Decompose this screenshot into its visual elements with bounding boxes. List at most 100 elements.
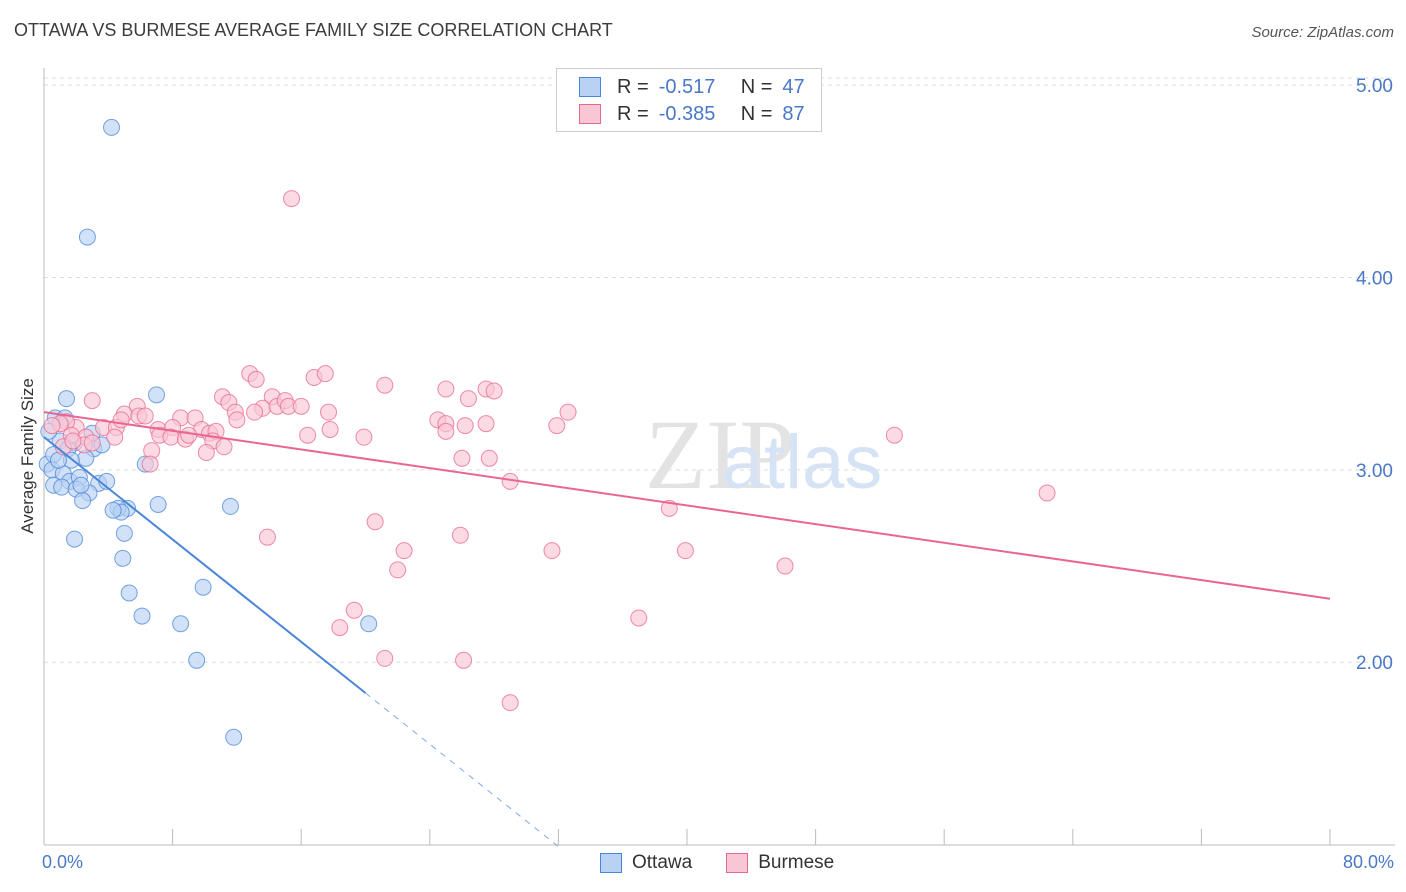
point-ottawa [172, 615, 190, 633]
series-legend-burmese[interactable]: Burmese [726, 852, 834, 874]
x-axis-min-label: 0.0% [42, 852, 84, 872]
series-legend: Ottawa Burmese [600, 852, 868, 874]
point-burmese [630, 609, 648, 627]
series-legend-ottawa[interactable]: Ottawa [600, 852, 692, 874]
legend-swatch-ottawa [579, 77, 601, 97]
point-burmese [548, 417, 566, 435]
point-burmese [453, 449, 471, 467]
point-burmese [292, 397, 310, 415]
point-burmese [136, 407, 154, 425]
point-burmese [376, 649, 394, 667]
point-ottawa [148, 386, 166, 404]
y-tick-labels: 2.00 3.00 4.00 5.00 [1356, 76, 1393, 674]
point-burmese [395, 542, 413, 560]
chart-title: OTTAWA VS BURMESE AVERAGE FAMILY SIZE CO… [14, 20, 613, 40]
point-burmese [1038, 484, 1056, 502]
series-swatch-ottawa [600, 853, 622, 873]
point-ottawa [188, 651, 206, 669]
point-burmese [355, 428, 373, 446]
y-tick-label: 5.00 [1356, 76, 1393, 97]
point-ottawa [360, 615, 378, 633]
legend-n-value-burmese: 87 [782, 102, 805, 125]
point-burmese [299, 426, 317, 444]
correlation-legend: R = -0.517 N = 47 R = -0.385 N = 87 [556, 68, 822, 132]
point-ottawa [149, 495, 167, 513]
trend-lines [43, 411, 1331, 847]
point-burmese [215, 438, 233, 456]
point-ottawa [133, 607, 151, 625]
legend-swatch-burmese [579, 104, 601, 124]
legend-r-label: R = [617, 102, 649, 125]
point-burmese [180, 426, 198, 444]
point-burmese [559, 403, 577, 421]
legend-n-label: N = [740, 102, 773, 125]
point-burmese [485, 382, 503, 400]
trend-line-burmese [43, 411, 1331, 600]
point-burmese [320, 403, 338, 421]
point-ottawa [72, 476, 90, 494]
point-ottawa [58, 390, 76, 408]
legend-r-label: R = [617, 75, 649, 98]
x-axis-max-label: 80.0% [1342, 852, 1394, 872]
point-ottawa [66, 530, 84, 548]
point-burmese [141, 455, 159, 473]
point-burmese [776, 557, 794, 575]
point-ottawa [53, 478, 71, 496]
y-tick-label: 2.00 [1356, 653, 1393, 674]
point-burmese [83, 392, 101, 410]
point-burmese [197, 444, 215, 462]
point-burmese [437, 422, 455, 440]
point-burmese [456, 417, 474, 435]
point-burmese [228, 411, 246, 429]
point-ottawa [194, 578, 212, 596]
point-burmese [112, 411, 130, 429]
legend-n-value-ottawa: 47 [782, 75, 805, 98]
point-burmese [106, 428, 124, 446]
y-tick-label: 4.00 [1356, 268, 1393, 289]
point-burmese [477, 415, 495, 433]
legend-row-burmese: R = -0.385 N = 87 [579, 100, 805, 128]
point-ottawa [115, 524, 133, 542]
point-ottawa [103, 118, 121, 136]
point-ottawa [225, 728, 243, 746]
point-burmese [376, 376, 394, 394]
trend-line-ottawa [43, 436, 367, 694]
series-label-burmese: Burmese [758, 852, 835, 873]
point-burmese [331, 619, 349, 637]
point-burmese [247, 370, 265, 388]
point-burmese [258, 528, 276, 546]
point-burmese [83, 434, 101, 452]
legend-r-value-ottawa: -0.517 [658, 75, 716, 98]
point-burmese [64, 432, 82, 450]
point-burmese [389, 561, 407, 579]
point-ottawa [104, 501, 122, 519]
trend-extension-ottawa [365, 692, 559, 847]
point-burmese [321, 420, 339, 438]
watermark-atlas: atlas [722, 420, 883, 505]
series-label-ottawa: Ottawa [632, 852, 693, 873]
point-ottawa [78, 228, 96, 246]
point-burmese [366, 513, 384, 531]
point-burmese [676, 542, 694, 560]
legend-row-ottawa: R = -0.517 N = 47 [579, 73, 805, 101]
point-burmese [501, 694, 519, 712]
point-burmese [543, 542, 561, 560]
point-ottawa [114, 549, 132, 567]
point-burmese [885, 426, 903, 444]
point-burmese [480, 449, 498, 467]
point-burmese [451, 526, 469, 544]
point-ottawa [221, 497, 239, 515]
points-layer [38, 118, 1056, 746]
point-burmese [43, 417, 61, 435]
point-burmese [316, 365, 334, 383]
legend-n-label: N = [740, 75, 773, 98]
point-burmese [283, 190, 301, 208]
point-burmese [459, 390, 477, 408]
point-ottawa [74, 492, 92, 510]
source-label: Source: ZipAtlas.com [1251, 24, 1394, 41]
point-burmese [437, 380, 455, 398]
legend-r-value-burmese: -0.385 [658, 102, 716, 125]
point-burmese [246, 403, 264, 421]
point-burmese [455, 651, 473, 669]
